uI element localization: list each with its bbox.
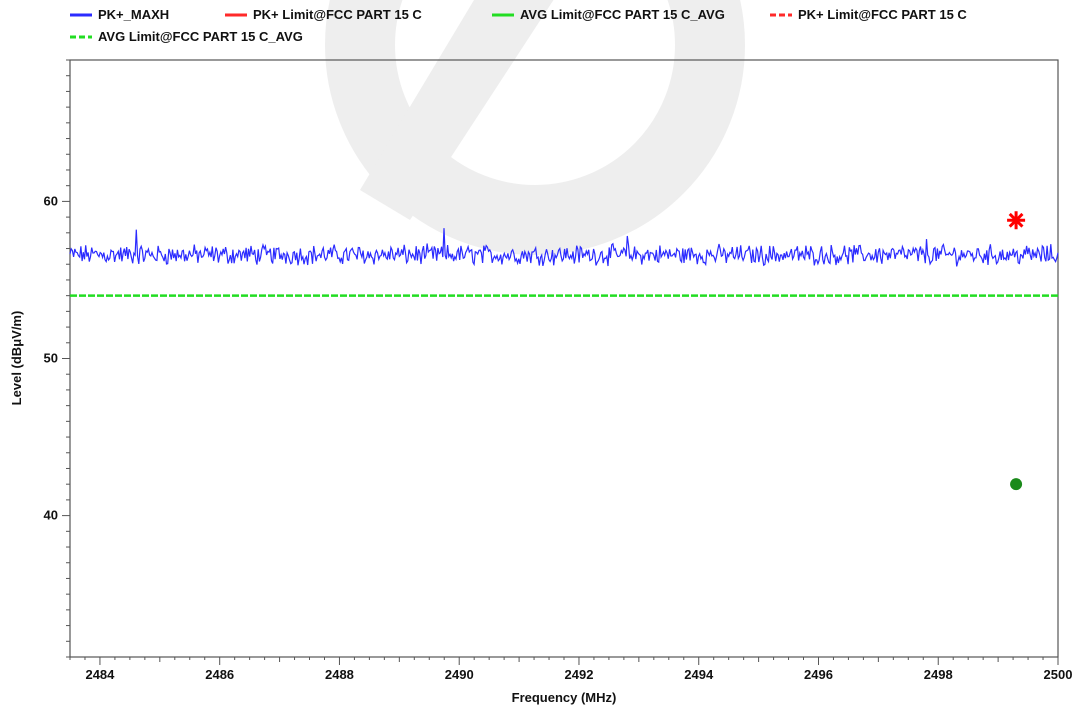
x-tick-label: 2492 [565,667,594,682]
legend-label: AVG Limit@FCC PART 15 C_AVG [520,7,725,22]
limit-lines [70,294,1058,297]
peak-marker [1007,211,1026,230]
legend-label: PK+ Limit@FCC PART 15 C [798,7,967,22]
legend-item: AVG Limit@FCC PART 15 C_AVG [492,7,725,22]
x-tick-label: 2484 [85,667,115,682]
x-tick-label: 2498 [924,667,953,682]
legend-item: AVG Limit@FCC PART 15 C_AVG [70,29,303,44]
x-axis: 2484 2486 2488 2490 2492 2494 2496 2498 2500 [69,657,1073,682]
chart-legend: PK+_MAXH PK+ Limit@FCC PART 15 C AVG Limit… [70,7,967,44]
x-tick-label: 2494 [684,667,714,682]
legend-item: PK+ Limit@FCC PART 15 C [770,7,967,22]
x-tick-label: 2488 [325,667,354,682]
x-tick-label: 2496 [804,667,833,682]
y-axis-title: Level (dBμV/m) [9,311,24,406]
legend-label: PK+_MAXH [98,7,169,22]
legend-item: PK+ Limit@FCC PART 15 C [225,7,422,22]
legend-item: PK+_MAXH [70,7,169,22]
trace-line [69,228,1059,267]
y-tick-label: 50 [44,351,58,366]
y-axis: 40 50 60 [44,59,70,658]
legend-label: PK+ Limit@FCC PART 15 C [253,7,422,22]
avg-marker [1010,478,1023,491]
x-tick-label: 2500 [1044,667,1073,682]
x-tick-label: 2490 [445,667,474,682]
watermark-wedge [360,0,554,220]
watermark-ring [325,0,745,255]
watermark-logo [325,0,745,255]
y-tick-label: 60 [44,193,58,208]
marker-layer [1007,211,1026,491]
trace-layer [69,228,1059,267]
legend-label: AVG Limit@FCC PART 15 C_AVG [98,29,303,44]
x-axis-title: Frequency (MHz) [512,690,617,705]
plot-frame [69,59,1059,658]
x-tick-label: 2486 [205,667,234,682]
peak-marker-stroke [1008,212,1024,228]
y-tick-label: 40 [44,508,58,523]
